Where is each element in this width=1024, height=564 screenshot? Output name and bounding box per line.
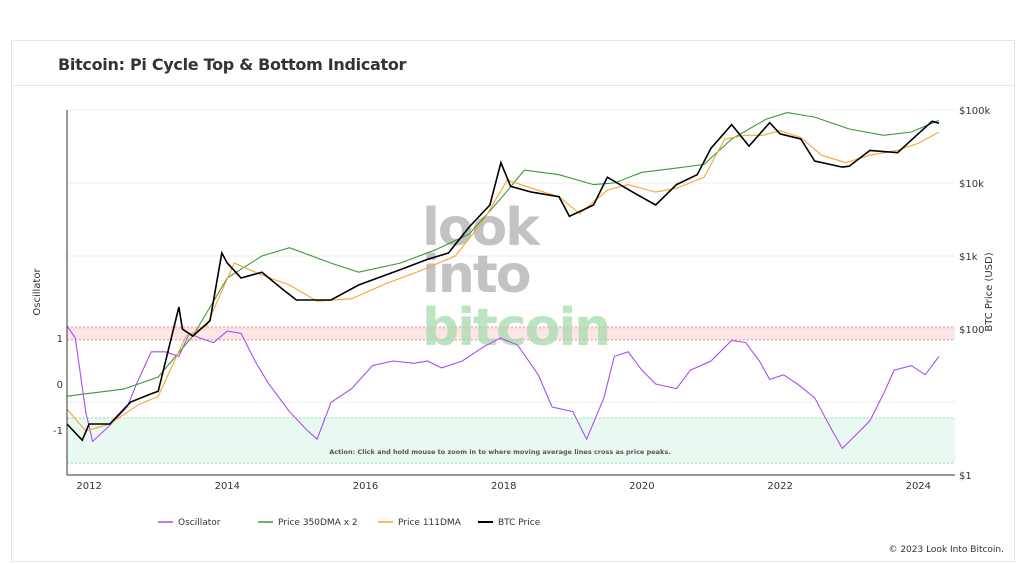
x-tick-label: 2012 (76, 481, 101, 492)
x-tick-label: 2014 (215, 481, 240, 492)
x-tick-label: 2016 (353, 481, 378, 492)
y-right-tick-label: $100 (959, 325, 984, 336)
band-bottom (67, 418, 955, 464)
watermark-text: into (422, 245, 530, 305)
band-top (67, 326, 955, 340)
legend-item[interactable]: Price 350DMA x 2 (278, 518, 358, 528)
y-right-tick-label: $10k (959, 179, 984, 190)
legend-item[interactable]: Price 111DMA (398, 518, 462, 528)
series-line-2 (66, 130, 940, 432)
y-right-axis-title: BTC Price (USD) (984, 252, 995, 331)
action-annotation: Action: Click and hold mouse to zoom in … (329, 448, 670, 456)
x-tick-label: 2022 (767, 481, 792, 492)
x-tick-label: 2020 (629, 481, 654, 492)
legend-item[interactable]: BTC Price (498, 518, 541, 528)
copyright: © 2023 Look Into Bitcoin. (888, 545, 1004, 555)
legend-item[interactable]: Oscillator (178, 518, 221, 528)
watermark-text: look (422, 198, 541, 258)
divider (12, 85, 1014, 86)
series-line-0 (66, 325, 940, 450)
x-tick-label: 2024 (906, 481, 931, 492)
y-left-tick-label: 1 (57, 334, 63, 345)
watermark-text: bitcoin (422, 298, 609, 358)
x-tick-label: 2018 (491, 481, 516, 492)
page-title: Bitcoin: Pi Cycle Top & Bottom Indicator (58, 55, 407, 74)
y-left-tick-label: 0 (57, 380, 63, 391)
y-left-tick-label: -1 (53, 426, 63, 437)
y-left-axis-title: Oscillator (32, 268, 43, 316)
y-right-tick-label: $100k (959, 106, 990, 117)
series-line-3 (66, 120, 940, 442)
y-right-tick-label: $1 (959, 471, 972, 482)
y-right-tick-label: $1k (959, 252, 978, 263)
